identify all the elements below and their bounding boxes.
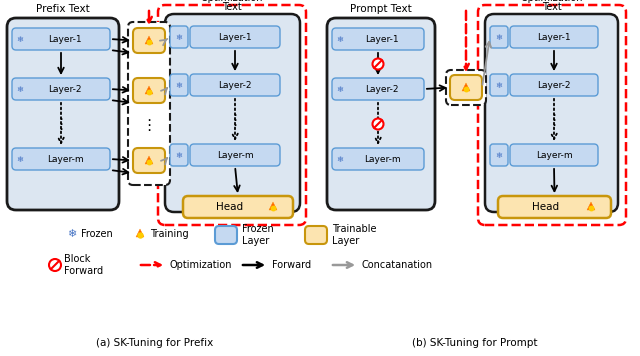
Text: ❄: ❄ xyxy=(337,35,344,43)
Text: Optimization: Optimization xyxy=(521,0,583,3)
FancyBboxPatch shape xyxy=(133,148,165,173)
FancyBboxPatch shape xyxy=(12,78,110,100)
FancyBboxPatch shape xyxy=(490,26,508,48)
Text: Layer-m: Layer-m xyxy=(364,155,400,163)
FancyBboxPatch shape xyxy=(170,74,188,96)
Text: Layer-1: Layer-1 xyxy=(365,35,399,43)
Text: Frozen: Frozen xyxy=(81,229,113,239)
Circle shape xyxy=(372,119,383,130)
FancyBboxPatch shape xyxy=(332,148,424,170)
FancyBboxPatch shape xyxy=(170,26,188,48)
Text: Head: Head xyxy=(216,202,243,212)
Text: Layer-2: Layer-2 xyxy=(48,84,82,94)
Text: Layer-1: Layer-1 xyxy=(218,32,252,42)
FancyBboxPatch shape xyxy=(327,18,435,210)
Text: ❄: ❄ xyxy=(337,155,344,163)
Text: Trainable
Layer: Trainable Layer xyxy=(332,224,376,246)
Text: ⋮: ⋮ xyxy=(141,118,157,133)
FancyBboxPatch shape xyxy=(133,78,165,103)
FancyBboxPatch shape xyxy=(12,28,110,50)
Text: ❄: ❄ xyxy=(175,32,182,42)
Text: Optimization: Optimization xyxy=(201,0,263,3)
FancyBboxPatch shape xyxy=(510,74,598,96)
Text: ❄: ❄ xyxy=(17,84,24,94)
Text: Layer-m: Layer-m xyxy=(217,151,253,159)
FancyBboxPatch shape xyxy=(332,28,424,50)
Text: ❄: ❄ xyxy=(495,151,502,159)
FancyBboxPatch shape xyxy=(446,70,486,105)
FancyBboxPatch shape xyxy=(12,148,110,170)
Text: Head: Head xyxy=(532,202,559,212)
FancyBboxPatch shape xyxy=(190,74,280,96)
Text: Forward: Forward xyxy=(272,260,311,270)
FancyBboxPatch shape xyxy=(510,26,598,48)
Text: Training: Training xyxy=(150,229,189,239)
FancyBboxPatch shape xyxy=(485,14,618,212)
FancyBboxPatch shape xyxy=(215,226,237,244)
Text: Layer-2: Layer-2 xyxy=(218,80,252,89)
Text: Prefix Text: Prefix Text xyxy=(36,4,90,14)
FancyBboxPatch shape xyxy=(498,196,611,218)
Text: ⋮: ⋮ xyxy=(53,116,68,131)
FancyBboxPatch shape xyxy=(190,26,280,48)
FancyBboxPatch shape xyxy=(305,226,327,244)
Text: ⋮: ⋮ xyxy=(227,112,243,127)
Text: ⋮: ⋮ xyxy=(547,112,562,127)
FancyBboxPatch shape xyxy=(332,78,424,100)
FancyBboxPatch shape xyxy=(7,18,119,210)
Text: Layer-2: Layer-2 xyxy=(537,80,571,89)
Text: ❄: ❄ xyxy=(175,80,182,89)
Text: Layer-2: Layer-2 xyxy=(365,84,399,94)
Text: Frozen
Layer: Frozen Layer xyxy=(242,224,274,246)
FancyBboxPatch shape xyxy=(490,74,508,96)
FancyBboxPatch shape xyxy=(490,144,508,166)
Text: ❄: ❄ xyxy=(337,84,344,94)
Text: Layer-1: Layer-1 xyxy=(48,35,82,43)
Text: Text: Text xyxy=(222,2,242,12)
FancyBboxPatch shape xyxy=(170,144,188,166)
FancyBboxPatch shape xyxy=(183,196,293,218)
Text: ❄: ❄ xyxy=(495,32,502,42)
FancyBboxPatch shape xyxy=(165,14,300,212)
Text: (a) SK-Tuning for Prefix: (a) SK-Tuning for Prefix xyxy=(97,338,214,348)
FancyBboxPatch shape xyxy=(190,144,280,166)
FancyBboxPatch shape xyxy=(450,75,482,100)
Text: Layer-m: Layer-m xyxy=(47,155,83,163)
Text: ❄: ❄ xyxy=(175,151,182,159)
Text: ❄: ❄ xyxy=(67,229,77,239)
FancyBboxPatch shape xyxy=(133,28,165,53)
FancyBboxPatch shape xyxy=(128,22,170,185)
Text: Layer-1: Layer-1 xyxy=(537,32,571,42)
Text: Text: Text xyxy=(542,2,562,12)
Text: ❄: ❄ xyxy=(495,80,502,89)
Text: Block
Forward: Block Forward xyxy=(64,254,103,276)
Circle shape xyxy=(372,58,383,69)
Text: Prompt Text: Prompt Text xyxy=(350,4,412,14)
Circle shape xyxy=(49,259,61,271)
Text: ❄: ❄ xyxy=(17,35,24,43)
Text: Optimization: Optimization xyxy=(170,260,232,270)
Text: ❄: ❄ xyxy=(17,155,24,163)
Text: Layer-m: Layer-m xyxy=(536,151,572,159)
FancyBboxPatch shape xyxy=(510,144,598,166)
Text: Concatanation: Concatanation xyxy=(362,260,433,270)
Text: (b) SK-Tuning for Prompt: (b) SK-Tuning for Prompt xyxy=(412,338,538,348)
